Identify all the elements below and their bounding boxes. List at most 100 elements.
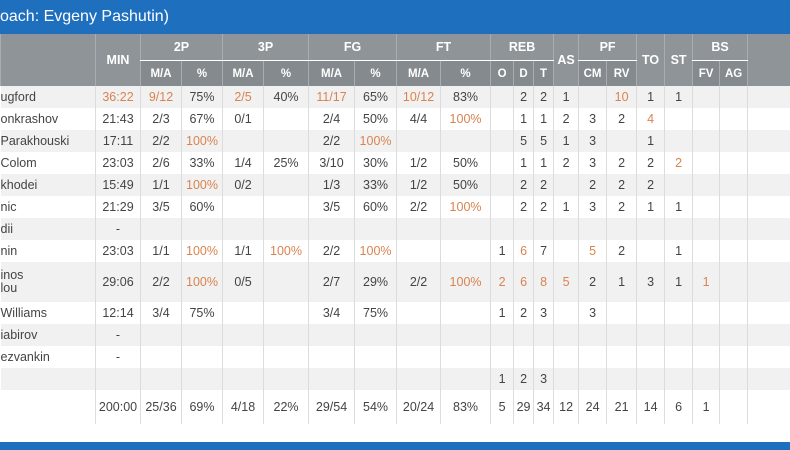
stat-cell <box>490 152 514 174</box>
stat-cell <box>636 240 665 262</box>
stat-cell: 6 <box>664 390 693 424</box>
stat-cell: 100% <box>440 262 491 302</box>
stat-cell <box>553 346 579 368</box>
stat-cell <box>692 324 720 346</box>
stat-cell <box>140 368 182 390</box>
stat-cell: 2 <box>533 174 554 196</box>
stat-cell <box>222 218 264 240</box>
stat-cell <box>578 218 607 240</box>
stat-cell <box>440 324 491 346</box>
stat-cell <box>440 240 491 262</box>
stat-cell: - <box>95 346 141 368</box>
stat-cell: - <box>95 218 141 240</box>
player-name: nin <box>0 243 18 258</box>
table-row: ugford 36:22 9/12 75% 2/5 40% 11/17 65% 10/12 83%… <box>0 86 790 108</box>
sub-header: M/A <box>222 60 264 86</box>
group-header: REB <box>490 34 554 61</box>
stat-cell <box>578 324 607 346</box>
table-row: onkrashov 21:43 2/3 67% 0/1 2/4 50% 4/4 100% 1 1 2 3… <box>1 108 790 130</box>
stat-cell: 3 <box>533 368 554 390</box>
stat-cell <box>354 368 397 390</box>
stat-cell <box>719 240 748 262</box>
stat-cell <box>664 368 693 390</box>
stat-cell <box>354 324 397 346</box>
stat-cell: 0/5 <box>222 262 264 302</box>
header-row: MIN 2P 3P FG FT REB AS PF TO ST BS <box>0 34 790 86</box>
stat-cell: 2/6 <box>140 152 182 174</box>
stat-cell <box>140 324 182 346</box>
stat-cell: 50% <box>354 108 397 130</box>
stat-cell: 54% <box>354 390 397 424</box>
stat-cell <box>719 368 748 390</box>
stat-cell <box>263 302 309 324</box>
table-row: ezvankin - <box>1 346 790 368</box>
stat-cell: 1 <box>606 262 637 302</box>
stat-cell: 12:14 <box>95 302 141 324</box>
stat-cell <box>396 218 441 240</box>
stat-cell <box>263 262 309 302</box>
stat-cell <box>692 218 720 240</box>
stat-cell: 1 <box>490 240 514 262</box>
stat-cell <box>747 174 790 196</box>
stat-cell: 25% <box>263 152 309 174</box>
stat-cell <box>180 218 223 240</box>
stat-cell: 1 <box>553 86 579 108</box>
title: oach: Evgeny Pashutin) <box>0 8 169 25</box>
stat-cell: 3 <box>578 152 607 174</box>
stat-cell: 3 <box>578 302 607 324</box>
stat-cell <box>719 174 748 196</box>
stat-cell <box>222 368 264 390</box>
stat-cell: 1/4 <box>222 152 264 174</box>
player-name: iabirov <box>0 324 96 346</box>
stat-cell: 2/4 <box>308 108 355 130</box>
stat-cell: 3 <box>578 196 607 218</box>
sub-header: M/A <box>396 60 441 86</box>
subheader-row: M/A% M/A% M/A% M/A% O D T CM RV FV AG <box>1 60 790 86</box>
stat-cell <box>513 218 534 240</box>
sub-header: % <box>263 60 309 86</box>
stat-cell: 40% <box>263 86 309 108</box>
stat-cell: 24 <box>578 390 607 424</box>
stat-cell <box>308 218 355 240</box>
stat-cell <box>664 302 693 324</box>
stat-cell: 2 <box>578 174 607 196</box>
stat-cell <box>490 196 514 218</box>
stat-cell: 21:29 <box>95 196 141 218</box>
stat-cell <box>513 346 534 368</box>
stat-cell: 34 <box>533 390 554 424</box>
stat-cell: 1 <box>533 108 554 130</box>
sub-header: AG <box>719 60 748 86</box>
stat-cell <box>692 346 720 368</box>
stat-cell <box>692 368 720 390</box>
stat-cell <box>747 346 790 368</box>
stat-cell <box>396 324 441 346</box>
stat-cell: 33% <box>354 174 397 196</box>
stat-cell: 69% <box>180 390 223 424</box>
stat-cell <box>533 324 554 346</box>
table-row: inos lou 29:06 2/2 100% 0/5 2/7 29% 2/2 100% 2 6 8 5… <box>0 262 790 302</box>
stat-cell <box>263 346 309 368</box>
stat-cell: 1 <box>553 196 579 218</box>
sub-header: FV <box>692 60 720 86</box>
group-header: AS <box>553 34 579 86</box>
stat-cell <box>636 368 665 390</box>
sub-header: % <box>180 60 223 86</box>
player-name: ugford <box>0 86 96 108</box>
player-name: Williams <box>0 305 48 320</box>
stat-cell <box>719 152 748 174</box>
sub-header: % <box>440 60 491 86</box>
stat-cell <box>222 196 264 218</box>
stat-cell <box>396 130 441 152</box>
stat-cell <box>95 368 141 390</box>
stat-cell <box>222 302 264 324</box>
stat-cell: 3 <box>636 262 665 302</box>
stat-cell: 4/4 <box>396 108 441 130</box>
stat-cell <box>263 196 309 218</box>
stat-cell: 100% <box>180 240 223 262</box>
stat-cell <box>747 368 790 390</box>
group-header: 3P <box>222 34 309 61</box>
sub-header: T <box>533 60 554 86</box>
stat-cell <box>490 86 514 108</box>
stat-cell <box>719 324 748 346</box>
